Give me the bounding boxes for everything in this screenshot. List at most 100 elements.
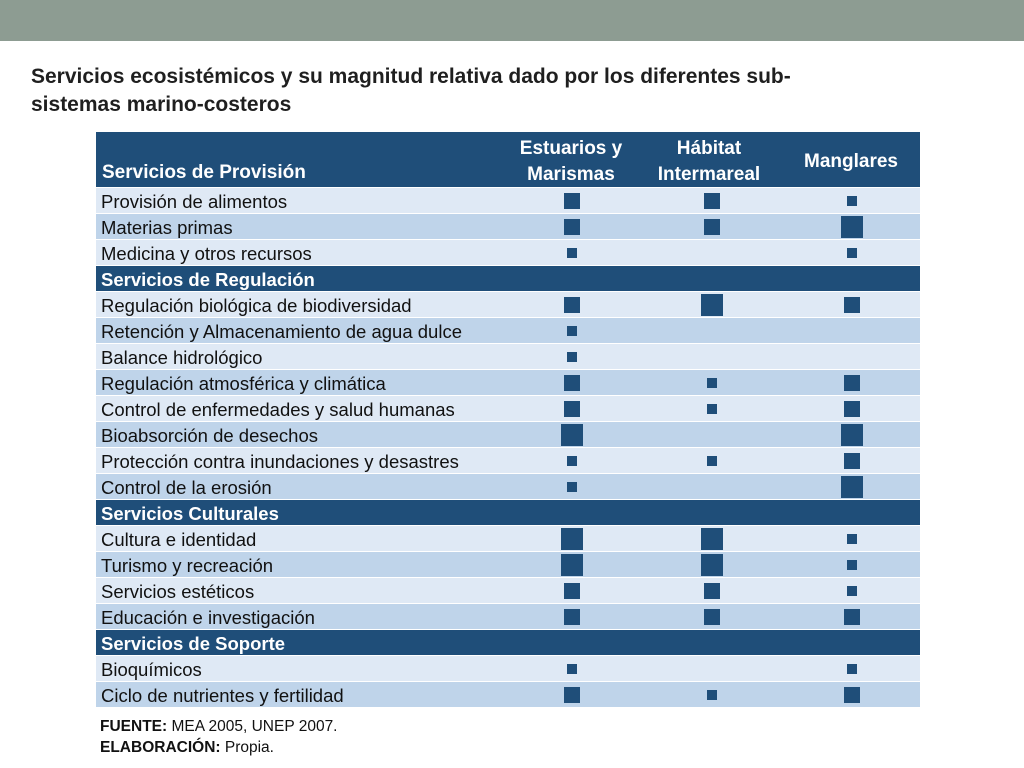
source-label: FUENTE:: [100, 718, 168, 735]
magnitude-marker: [701, 294, 723, 316]
table-row: Materias primas: [96, 213, 920, 239]
magnitude-marker: [707, 378, 717, 388]
service-label: Materias primas: [101, 217, 233, 238]
table-row: Cultura e identidad: [96, 525, 920, 551]
magnitude-marker: [847, 664, 857, 674]
magnitude-marker: [567, 456, 577, 466]
section-label: Servicios Culturales: [101, 503, 279, 524]
service-label: Regulación atmosférica y climática: [101, 373, 386, 394]
service-label: Balance hidrológico: [101, 347, 263, 368]
header-section-provision: Servicios de Provisión: [102, 162, 306, 183]
magnitude-marker: [844, 609, 860, 625]
service-label: Ciclo de nutrientes y fertilidad: [101, 685, 344, 706]
table-row: Ciclo de nutrientes y fertilidad: [96, 681, 920, 707]
magnitude-marker: [564, 687, 580, 703]
magnitude-marker: [847, 248, 857, 258]
column-header-manglares: Manglares: [804, 151, 898, 172]
source-text: MEA 2005, UNEP 2007.: [167, 718, 338, 735]
page-title-line-1: Servicios ecosistémicos y su magnitud re…: [31, 65, 791, 88]
section-row: Servicios de Regulación: [96, 265, 920, 291]
page-title-line-2: sistemas marino-costeros: [31, 93, 292, 116]
magnitude-marker: [567, 352, 577, 362]
section-label: Servicios de Regulación: [101, 269, 315, 290]
table-row: Medicina y otros recursos: [96, 239, 920, 265]
section-label: Servicios de Soporte: [101, 633, 286, 654]
source-line: FUENTE: MEA 2005, UNEP 2007.: [100, 716, 338, 737]
elaboration-label: ELABORACIÓN:: [100, 739, 221, 756]
magnitude-marker: [704, 219, 720, 235]
magnitude-marker: [567, 326, 577, 336]
magnitude-marker: [564, 583, 580, 599]
footer: FUENTE: MEA 2005, UNEP 2007. ELABORACIÓN…: [100, 716, 338, 758]
magnitude-marker: [704, 583, 720, 599]
magnitude-marker: [841, 216, 863, 238]
magnitude-marker: [701, 528, 723, 550]
table-row: Bioabsorción de desechos: [96, 421, 920, 447]
table-row: Balance hidrológico: [96, 343, 920, 369]
magnitude-marker: [844, 687, 860, 703]
table-row: Control de la erosión: [96, 473, 920, 499]
magnitude-marker: [704, 609, 720, 625]
magnitude-marker: [707, 690, 717, 700]
magnitude-marker: [707, 456, 717, 466]
table-row: Regulación atmosférica y climática: [96, 369, 920, 395]
magnitude-marker: [561, 554, 583, 576]
table-row: Retención y Almacenamiento de agua dulce: [96, 317, 920, 343]
service-label: Cultura e identidad: [101, 529, 257, 550]
magnitude-marker: [844, 453, 860, 469]
service-label: Servicios estéticos: [101, 581, 255, 602]
magnitude-marker: [704, 193, 720, 209]
magnitude-marker: [847, 560, 857, 570]
column-header-estuarios: Estuarios y Marismas: [519, 138, 623, 185]
table-header: Servicios de Provisión Estuarios y Maris…: [96, 132, 920, 187]
magnitude-marker: [844, 401, 860, 417]
table-row: Control de enfermedades y salud humanas: [96, 395, 920, 421]
magnitude-marker: [847, 586, 857, 596]
service-label: Regulación biológica de biodiversidad: [101, 295, 412, 316]
magnitude-marker: [707, 404, 717, 414]
top-bar: [0, 0, 1024, 41]
section-row: Servicios de Soporte: [96, 629, 920, 655]
magnitude-marker: [841, 424, 863, 446]
service-label: Control de la erosión: [101, 477, 272, 498]
magnitude-marker: [564, 219, 580, 235]
service-label: Provisión de alimentos: [101, 191, 288, 212]
service-label: Protección contra inundaciones y desastr…: [101, 451, 459, 472]
service-label: Bioquímicos: [101, 659, 202, 680]
magnitude-marker: [844, 297, 860, 313]
magnitude-marker: [567, 664, 577, 674]
ecosystem-services-table: Servicios de Provisión Estuarios y Maris…: [96, 132, 920, 707]
table-row: Bioquímicos: [96, 655, 920, 681]
magnitude-marker: [561, 424, 583, 446]
magnitude-marker: [847, 534, 857, 544]
table-row: Educación e investigación: [96, 603, 920, 629]
table-body: Provisión de alimentos Materias primas Med…: [96, 187, 920, 707]
magnitude-marker: [567, 248, 577, 258]
service-label: Retención y Almacenamiento de agua dulce: [101, 321, 462, 342]
magnitude-marker: [701, 554, 723, 576]
elaboration-line: ELABORACIÓN: Propia.: [100, 737, 338, 758]
magnitude-marker: [564, 375, 580, 391]
table-row: Provisión de alimentos: [96, 187, 920, 213]
service-label: Turismo y recreación: [101, 555, 274, 576]
service-label: Control de enfermedades y salud humanas: [101, 399, 455, 420]
page-title: Servicios ecosistémicos y su magnitud re…: [31, 63, 991, 119]
magnitude-marker: [564, 609, 580, 625]
magnitude-marker: [564, 297, 580, 313]
magnitude-marker: [564, 193, 580, 209]
magnitude-marker: [567, 482, 577, 492]
service-label: Medicina y otros recursos: [101, 243, 312, 264]
magnitude-marker: [847, 196, 857, 206]
column-header-habitat: Hábitat Intermareal: [657, 138, 761, 185]
magnitude-marker: [841, 476, 863, 498]
table-row: Servicios estéticos: [96, 577, 920, 603]
magnitude-marker: [564, 401, 580, 417]
table-row: Turismo y recreación: [96, 551, 920, 577]
table-row: Protección contra inundaciones y desastr…: [96, 447, 920, 473]
table-row: Regulación biológica de biodiversidad: [96, 291, 920, 317]
section-row: Servicios Culturales: [96, 499, 920, 525]
elaboration-text: Propia.: [220, 739, 274, 756]
service-label: Bioabsorción de desechos: [101, 425, 319, 446]
magnitude-marker: [844, 375, 860, 391]
magnitude-marker: [561, 528, 583, 550]
